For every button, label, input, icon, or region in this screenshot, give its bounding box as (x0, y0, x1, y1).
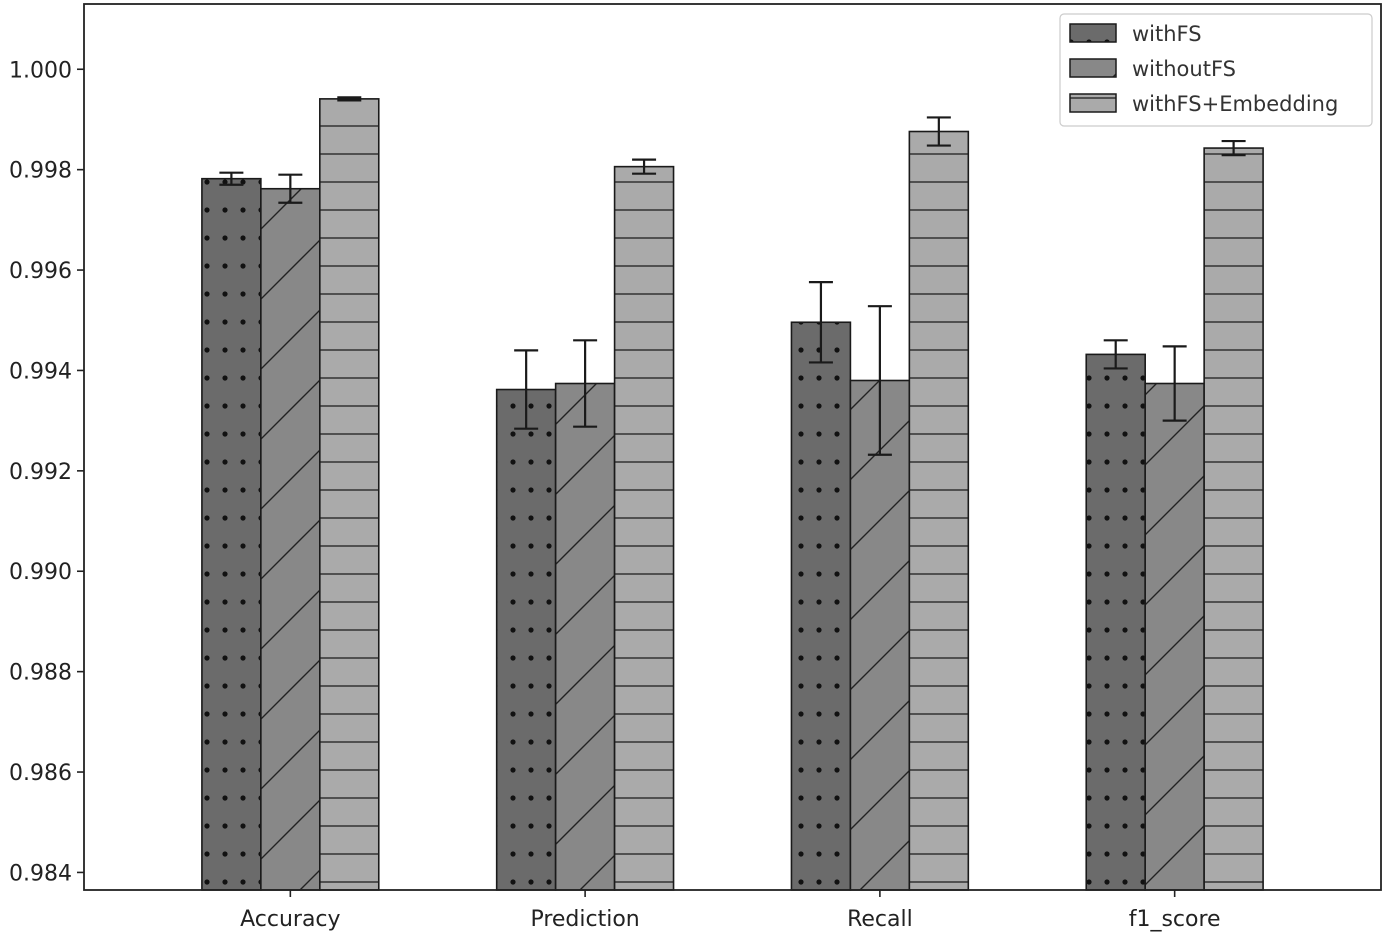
y-axis: 0.984 0.986 0.988 0.990 0.992 0.994 0.996 0.998… (9, 58, 84, 886)
bar-withfs-embedding-recall (908, 130, 970, 891)
error-bars-layer (219, 96, 1246, 456)
y-tick-label: 0.994 (9, 359, 72, 384)
error-bar-withoutfs-accuracy (278, 173, 303, 204)
bar-withfs-embedding-prediction (613, 165, 675, 891)
error-bar-withfs-embedding-accuracy (337, 96, 362, 102)
legend-label-withoutfs: withoutFS (1132, 57, 1236, 81)
x-axis: Accuracy Prediction Recall f1_score (240, 890, 1221, 932)
bar-withoutfs-accuracy (260, 187, 321, 891)
bar-withfs-embedding-f1-score (1203, 147, 1264, 891)
legend-box (1059, 13, 1373, 127)
bar-withoutfs-f1-score (1144, 382, 1205, 891)
legend: withFS withoutFS withFS+Embedding (1059, 13, 1373, 127)
legend-swatch-withfs (1069, 23, 1117, 43)
y-tick-label: 0.986 (9, 761, 72, 786)
bar-withfs-recall (790, 321, 852, 891)
plot-frame (83, 3, 1382, 891)
y-tick-label: 0.996 (9, 259, 72, 284)
bars-layer (201, 98, 1264, 891)
bar-withfs-f1-score (1085, 353, 1146, 891)
x-tick-label-recall: Recall (847, 907, 913, 932)
error-bar-withoutfs-recall (867, 305, 892, 456)
bar-withoutfs-prediction (554, 382, 616, 891)
bar-withfs-accuracy (201, 177, 262, 891)
x-tick-label-f1-score: f1_score (1129, 907, 1221, 932)
x-tick-label-prediction: Prediction (530, 907, 639, 932)
y-tick-label: 0.990 (9, 560, 72, 585)
legend-swatch-withoutfs (1069, 58, 1117, 78)
bar-withfs-prediction (495, 388, 557, 891)
error-bar-withoutfs-prediction (573, 339, 598, 428)
bar-withoutfs-recall (849, 379, 911, 891)
error-bar-withfs-embedding-prediction (632, 158, 657, 175)
error-bar-withoutfs-f1-score (1162, 345, 1187, 422)
legend-swatch-withfs-embedding (1069, 93, 1117, 113)
y-tick-label: 0.988 (9, 661, 72, 686)
y-tick-label: 0.992 (9, 460, 72, 485)
error-bar-withfs-f1-score (1103, 339, 1128, 370)
error-bar-withfs-prediction (514, 349, 539, 430)
y-tick-label: 1.000 (9, 58, 72, 83)
y-tick-label: 0.984 (9, 861, 72, 886)
bar-withfs-embedding-accuracy (319, 98, 380, 891)
error-bar-withfs-embedding-f1-score (1221, 139, 1246, 157)
y-tick-label: 0.998 (9, 159, 72, 184)
legend-label-withfs: withFS (1132, 22, 1202, 46)
error-bar-withfs-recall (808, 280, 833, 364)
error-bar-withfs-accuracy (219, 171, 244, 186)
error-bar-withfs-embedding-recall (926, 116, 951, 147)
legend-label-withfs-embedding: withFS+Embedding (1132, 92, 1338, 116)
x-tick-label-accuracy: Accuracy (240, 907, 340, 932)
